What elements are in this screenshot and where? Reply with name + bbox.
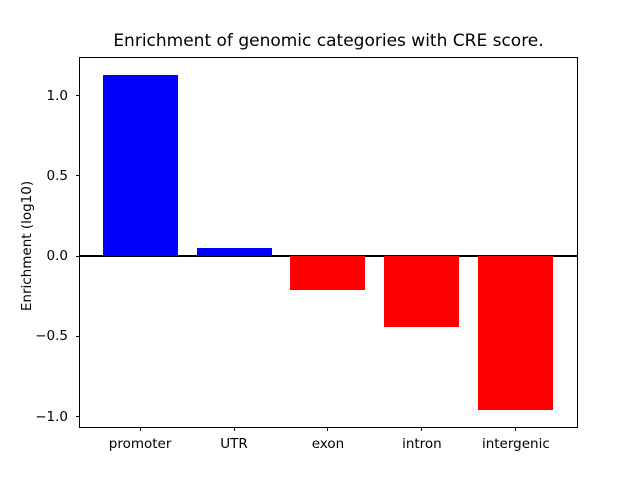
x-tick-mark <box>233 427 235 431</box>
y-tick-label: −1.0 <box>35 408 68 425</box>
x-tick-label-intergenic: intergenic <box>481 436 550 452</box>
bar-intergenic <box>478 256 553 411</box>
x-tick-label-intron: intron <box>402 436 442 452</box>
x-tick-mark <box>327 427 329 431</box>
plot-area <box>79 57 578 428</box>
x-tick-mark <box>421 427 423 431</box>
bar-promoter <box>103 74 178 257</box>
x-tick-label-promoter: promoter <box>108 436 172 452</box>
y-tick-mark <box>76 335 80 337</box>
y-tick-label: 1.0 <box>46 87 68 104</box>
x-tick-label-UTR: UTR <box>220 436 248 452</box>
x-tick-mark <box>139 427 141 431</box>
y-tick-mark <box>76 95 80 97</box>
bar-UTR <box>197 248 272 257</box>
bar-intron <box>384 256 459 327</box>
y-tick-mark <box>76 416 80 418</box>
bar-exon <box>290 256 365 290</box>
chart-title: Enrichment of genomic categories with CR… <box>113 31 544 51</box>
y-tick-label: 0.0 <box>46 248 68 265</box>
y-tick-label: 0.5 <box>46 167 68 184</box>
y-tick-mark <box>76 175 80 177</box>
y-tick-label: −0.5 <box>35 328 68 345</box>
y-axis-label-text: Enrichment (log10) <box>19 180 35 312</box>
x-tick-mark <box>515 427 517 431</box>
x-tick-label-exon: exon <box>311 436 345 452</box>
y-tick-mark <box>76 255 80 257</box>
